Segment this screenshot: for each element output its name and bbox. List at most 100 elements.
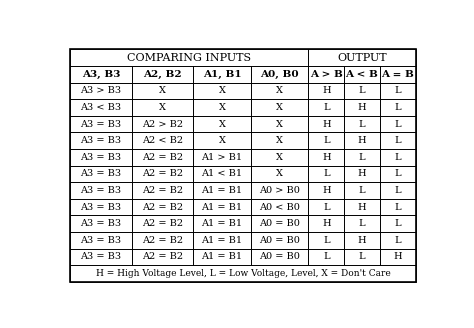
Text: A2 < B2: A2 < B2 [142,136,183,145]
Bar [380,66,416,83]
Bar [309,182,344,199]
Text: X: X [276,120,283,129]
Text: X: X [219,87,226,95]
Text: A2 = B2: A2 = B2 [142,253,183,261]
Bar [193,182,251,199]
Bar [193,149,251,166]
Bar [132,232,193,249]
Bar [344,133,380,149]
Bar [309,133,344,149]
Text: A0 = B0: A0 = B0 [259,236,300,245]
Text: H: H [322,186,330,195]
Bar [132,66,193,83]
Text: L: L [323,170,329,178]
Text: L: L [323,203,329,212]
Text: H: H [358,203,366,212]
Bar [132,116,193,133]
Text: A1 > B1: A1 > B1 [201,153,243,162]
Bar [70,199,132,215]
Text: A3 = B3: A3 = B3 [81,153,122,162]
Bar [344,83,380,99]
Bar [309,50,416,66]
Bar [251,83,309,99]
Text: L: L [323,236,329,245]
Bar [251,215,309,232]
Text: L: L [394,136,401,145]
Bar [70,66,132,83]
Text: A2 = B2: A2 = B2 [142,170,183,178]
Text: A2 = B2: A2 = B2 [142,203,183,212]
Bar [380,133,416,149]
Text: L: L [394,153,401,162]
Bar [309,199,344,215]
Text: X: X [276,170,283,178]
Bar [132,149,193,166]
Bar [380,215,416,232]
Bar [309,249,344,265]
Text: L: L [359,253,365,261]
Text: COMPARING INPUTS: COMPARING INPUTS [128,53,251,63]
Bar [344,99,380,116]
Bar [193,83,251,99]
Text: A3 > B3: A3 > B3 [81,87,122,95]
Bar [193,199,251,215]
Text: X: X [219,120,226,129]
Text: H: H [358,136,366,145]
Text: A0, B0: A0, B0 [260,70,299,79]
Bar [193,99,251,116]
Bar [344,116,380,133]
Bar [70,99,132,116]
Text: X: X [276,87,283,95]
Text: L: L [323,136,329,145]
Bar [380,83,416,99]
Bar [132,249,193,265]
Text: A3, B3: A3, B3 [82,70,120,79]
Text: L: L [323,253,329,261]
Text: OUTPUT: OUTPUT [337,53,387,63]
Bar [132,199,193,215]
Bar [70,215,132,232]
Bar [309,83,344,99]
Text: A1, B1: A1, B1 [203,70,241,79]
Bar [193,249,251,265]
Text: L: L [359,219,365,228]
Bar [70,116,132,133]
Bar [251,166,309,182]
Text: L: L [394,203,401,212]
Text: A3 = B3: A3 = B3 [81,203,122,212]
Bar [193,133,251,149]
Text: A1 = B1: A1 = B1 [201,203,243,212]
Text: L: L [323,103,329,112]
Text: A = B: A = B [381,70,414,79]
Text: A2 = B2: A2 = B2 [142,153,183,162]
Bar [132,182,193,199]
Text: X: X [276,136,283,145]
Text: X: X [276,153,283,162]
Bar [193,166,251,182]
Text: A1 = B1: A1 = B1 [201,236,243,245]
Bar [70,149,132,166]
Bar [344,182,380,199]
Bar [344,215,380,232]
Bar [193,215,251,232]
Bar [70,265,416,282]
Bar [380,232,416,249]
Text: A3 = B3: A3 = B3 [81,236,122,245]
Bar [380,99,416,116]
Text: A3 = B3: A3 = B3 [81,120,122,129]
Bar [251,232,309,249]
Text: A3 = B3: A3 = B3 [81,253,122,261]
Bar [309,166,344,182]
Bar [309,215,344,232]
Text: L: L [359,87,365,95]
Bar [132,166,193,182]
Bar [251,99,309,116]
Text: X: X [159,103,166,112]
Text: L: L [394,87,401,95]
Bar [309,99,344,116]
Text: A0 = B0: A0 = B0 [259,253,300,261]
Text: L: L [359,186,365,195]
Text: L: L [394,219,401,228]
Text: A3 < B3: A3 < B3 [81,103,122,112]
Bar [380,116,416,133]
